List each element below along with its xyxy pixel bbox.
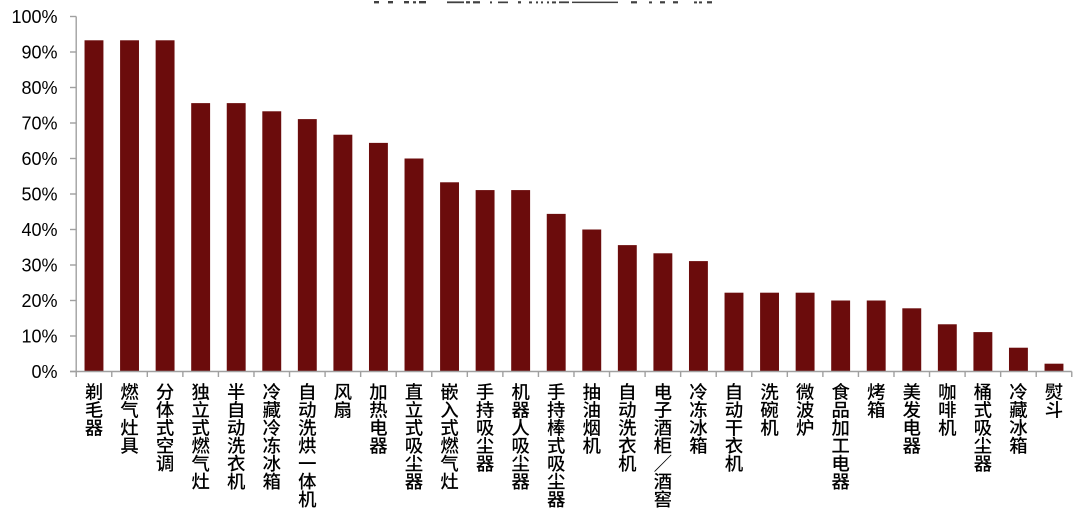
svg-text:80%: 80% [21,78,57,98]
svg-text:30%: 30% [21,255,57,275]
svg-text:10%: 10% [21,326,57,346]
svg-text:70%: 70% [21,113,57,133]
svg-text:60%: 60% [21,149,57,169]
svg-text:40%: 40% [21,220,57,240]
svg-text:50%: 50% [21,184,57,204]
svg-text:0%: 0% [31,362,57,382]
svg-text:90%: 90% [21,42,57,62]
svg-text:20%: 20% [21,291,57,311]
svg-text:100%: 100% [11,7,57,27]
